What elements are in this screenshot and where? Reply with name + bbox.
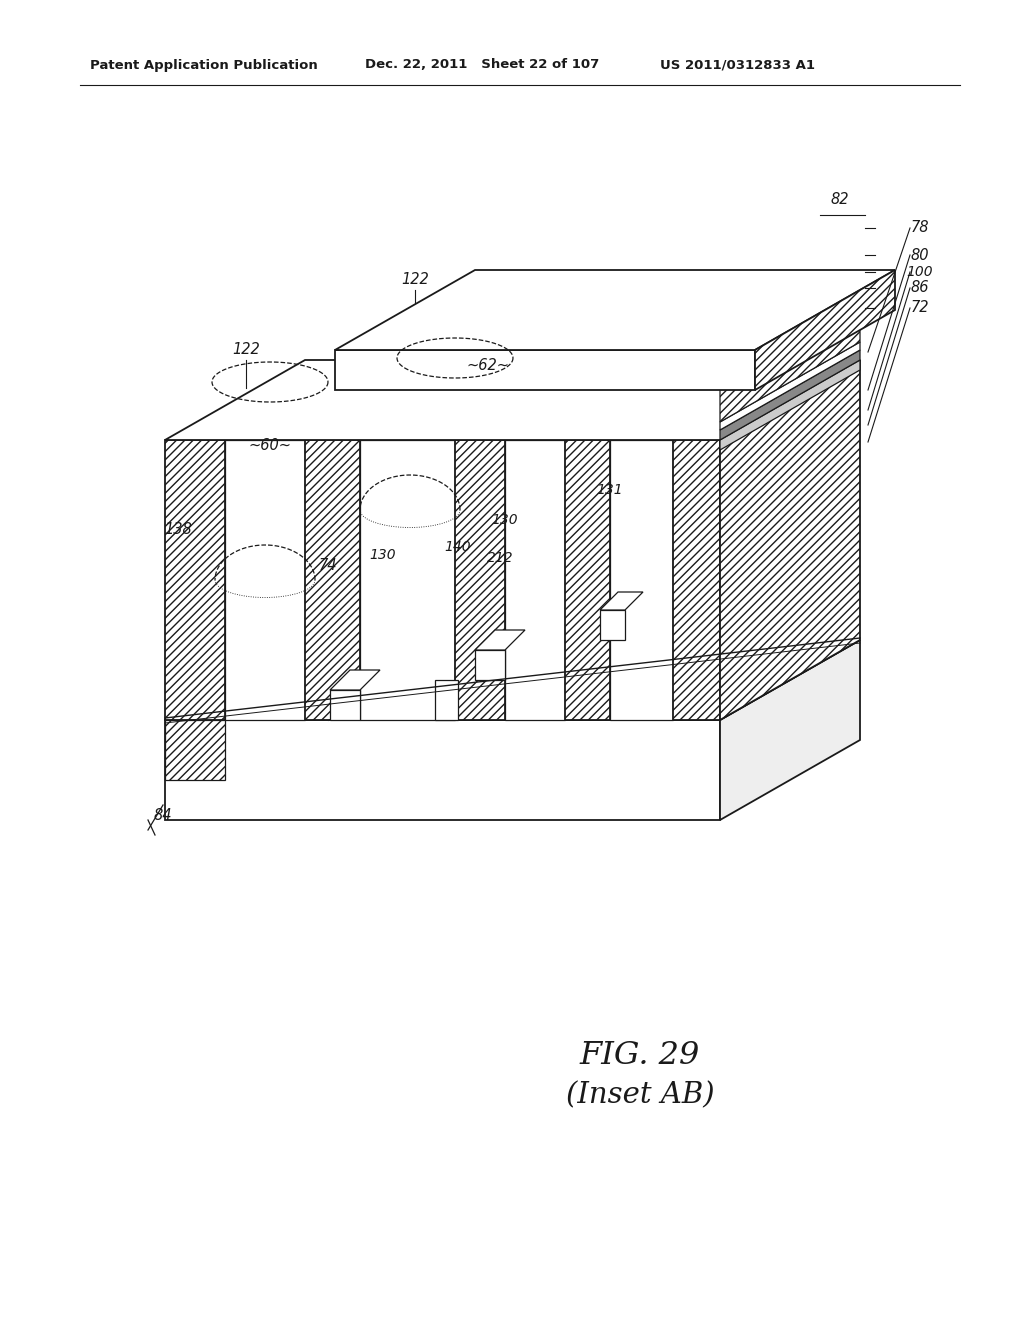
Polygon shape xyxy=(165,719,720,820)
Polygon shape xyxy=(720,342,860,430)
Polygon shape xyxy=(165,640,860,719)
Polygon shape xyxy=(673,440,720,719)
Polygon shape xyxy=(720,360,860,719)
Polygon shape xyxy=(165,360,860,440)
Polygon shape xyxy=(330,690,360,719)
Polygon shape xyxy=(305,440,360,719)
Polygon shape xyxy=(330,671,380,690)
Text: US 2011/0312833 A1: US 2011/0312833 A1 xyxy=(660,58,815,71)
Polygon shape xyxy=(475,649,505,680)
Polygon shape xyxy=(225,440,305,719)
Polygon shape xyxy=(335,350,755,389)
Text: 138: 138 xyxy=(164,523,191,537)
Polygon shape xyxy=(435,680,458,719)
Polygon shape xyxy=(600,610,625,640)
Text: (Inset AB): (Inset AB) xyxy=(565,1081,715,1109)
Polygon shape xyxy=(720,350,860,440)
Text: FIG. 29: FIG. 29 xyxy=(580,1040,700,1071)
Text: ~62~: ~62~ xyxy=(467,358,510,372)
Text: 72: 72 xyxy=(910,301,929,315)
Text: 80: 80 xyxy=(910,248,929,263)
Text: ~60~: ~60~ xyxy=(249,437,292,453)
Polygon shape xyxy=(720,300,860,422)
Polygon shape xyxy=(505,440,565,719)
Polygon shape xyxy=(755,271,895,389)
Text: 86: 86 xyxy=(910,281,929,296)
Text: 131: 131 xyxy=(597,483,624,498)
Text: 78: 78 xyxy=(910,220,929,235)
Polygon shape xyxy=(610,440,673,719)
Text: 122: 122 xyxy=(232,342,260,358)
Text: 130: 130 xyxy=(492,513,518,527)
Text: 122: 122 xyxy=(401,272,429,288)
Polygon shape xyxy=(720,360,860,450)
Polygon shape xyxy=(475,630,525,649)
Text: 84: 84 xyxy=(154,808,172,822)
Text: Dec. 22, 2011   Sheet 22 of 107: Dec. 22, 2011 Sheet 22 of 107 xyxy=(365,58,599,71)
Text: 82: 82 xyxy=(830,193,849,207)
Text: 100: 100 xyxy=(906,265,933,279)
Polygon shape xyxy=(360,440,455,719)
Polygon shape xyxy=(165,719,225,780)
Polygon shape xyxy=(335,271,895,350)
Polygon shape xyxy=(600,591,643,610)
Polygon shape xyxy=(565,440,610,719)
Polygon shape xyxy=(455,440,505,719)
Text: 212: 212 xyxy=(486,550,513,565)
Polygon shape xyxy=(720,640,860,820)
Text: 140: 140 xyxy=(444,540,471,554)
Text: 130: 130 xyxy=(370,548,396,562)
Polygon shape xyxy=(165,440,225,719)
Text: Patent Application Publication: Patent Application Publication xyxy=(90,58,317,71)
Text: 74: 74 xyxy=(318,557,337,573)
